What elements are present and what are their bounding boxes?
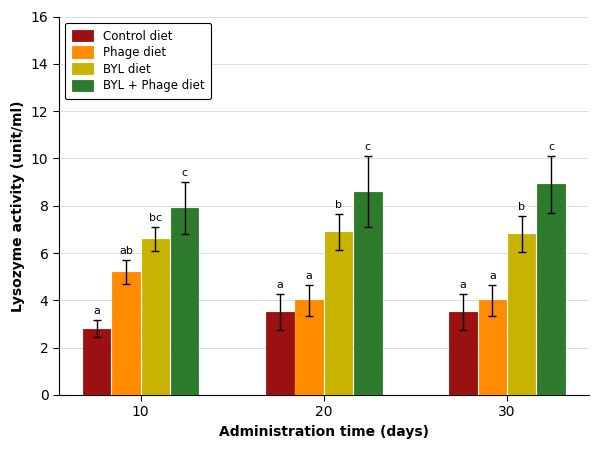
Bar	[112, 272, 140, 395]
Text: b: b	[518, 202, 525, 212]
Text: a: a	[277, 280, 283, 290]
X-axis label: Administration time (days): Administration time (days)	[219, 425, 429, 439]
Bar	[83, 328, 110, 395]
Text: a: a	[306, 271, 313, 281]
Bar	[171, 208, 199, 395]
Text: bc: bc	[149, 213, 162, 223]
Text: a: a	[460, 280, 467, 290]
Text: ab: ab	[119, 246, 133, 256]
Bar	[479, 300, 506, 395]
Text: c: c	[548, 142, 554, 152]
Bar	[508, 234, 535, 395]
Text: a: a	[489, 271, 496, 281]
Bar	[266, 312, 293, 395]
Bar	[142, 239, 169, 395]
Text: c: c	[365, 142, 371, 152]
Text: b: b	[335, 200, 342, 210]
Text: a: a	[93, 306, 100, 316]
Legend: Control diet, Phage diet, BYL diet, BYL + Phage diet: Control diet, Phage diet, BYL diet, BYL …	[65, 22, 211, 99]
Bar	[538, 184, 565, 395]
Y-axis label: Lysozyme activity (unit/ml): Lysozyme activity (unit/ml)	[11, 100, 25, 311]
Bar	[325, 232, 352, 395]
Text: c: c	[182, 168, 188, 178]
Bar	[449, 312, 477, 395]
Bar	[354, 192, 382, 395]
Bar	[295, 300, 323, 395]
